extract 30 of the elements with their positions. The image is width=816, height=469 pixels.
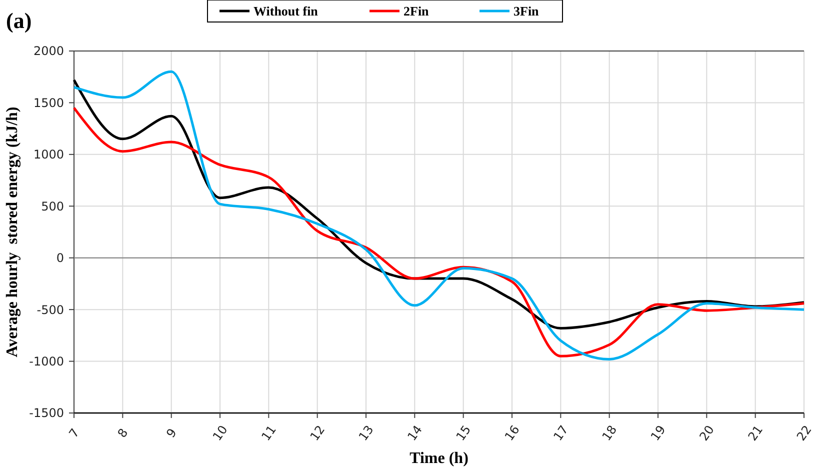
y-tick-label: 1000 xyxy=(33,148,64,162)
x-tick-label: 10 xyxy=(210,422,230,444)
y-tick-label: -500 xyxy=(36,302,64,317)
y-tick-label: 0 xyxy=(56,251,64,266)
x-tick-label: 21 xyxy=(745,422,766,444)
y-axis-title: Average hourly stored energy (kJ/h) xyxy=(4,106,21,358)
x-tick-label: 11 xyxy=(258,422,279,444)
y-tick-label: 1500 xyxy=(33,96,64,110)
x-tick-label: 20 xyxy=(696,422,717,444)
legend-label: Without fin xyxy=(254,4,319,19)
x-tick-label: 9 xyxy=(164,426,180,440)
x-axis-title: Time (h) xyxy=(410,450,468,467)
x-tick-label: 22 xyxy=(794,422,814,444)
x-tick-label: 8 xyxy=(114,426,131,440)
y-tick-label: 2000 xyxy=(33,44,64,58)
x-tick-label: 17 xyxy=(550,422,571,444)
chart-title: (a) xyxy=(6,8,32,33)
legend-label: 2Fin xyxy=(404,4,430,19)
x-tick-label: 16 xyxy=(502,422,522,444)
y-tick-label: -1500 xyxy=(29,406,64,420)
x-tick-label: 18 xyxy=(599,422,620,444)
x-tick-label: 7 xyxy=(66,426,82,440)
legend-label: 3Fin xyxy=(514,4,540,19)
x-tick-label: 14 xyxy=(404,422,425,444)
x-tick-label: 12 xyxy=(307,422,328,444)
x-tick-label: 13 xyxy=(356,422,376,444)
x-tick-label: 15 xyxy=(453,422,474,444)
x-tick-label: 19 xyxy=(648,422,668,444)
y-tick-label: 500 xyxy=(41,199,64,214)
y-tick-label: -1000 xyxy=(29,354,64,368)
